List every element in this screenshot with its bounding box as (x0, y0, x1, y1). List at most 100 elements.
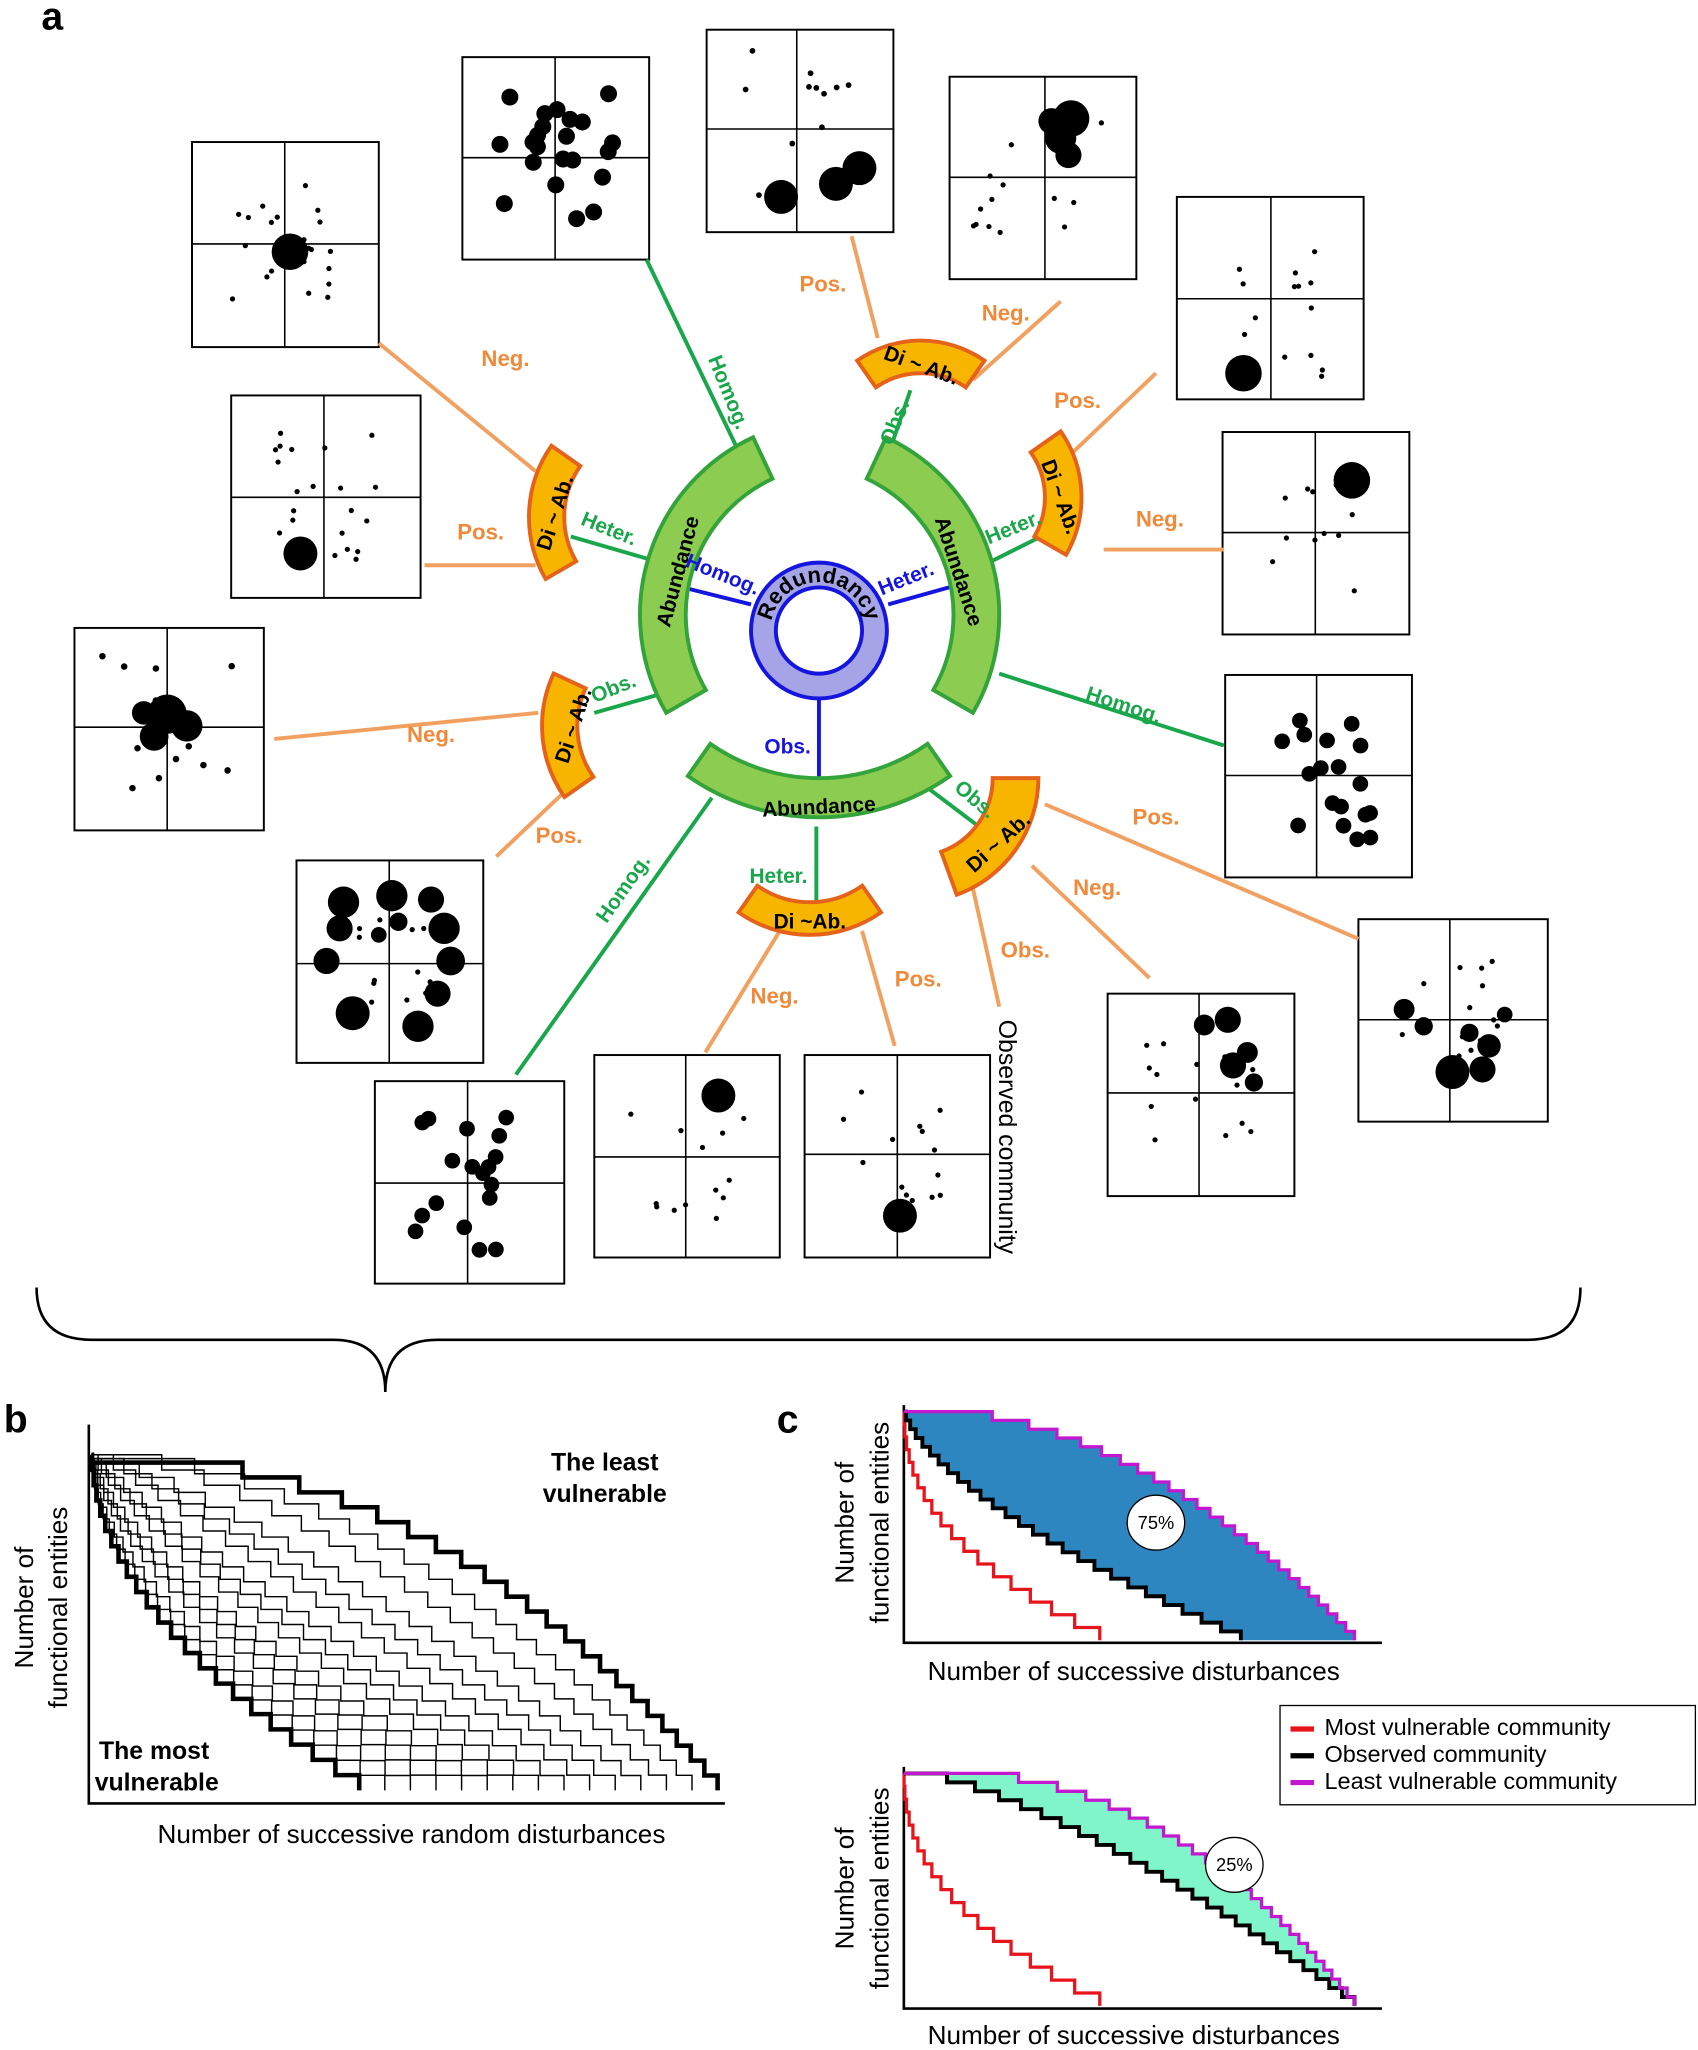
dot (594, 168, 612, 186)
dot (200, 761, 207, 769)
dot (283, 536, 318, 571)
label: Obs. (764, 736, 810, 759)
dot (1421, 980, 1427, 987)
branch-line (703, 929, 782, 1054)
dot (807, 70, 814, 77)
dot (726, 1177, 732, 1183)
dot (155, 774, 163, 782)
di-ab-node (854, 338, 988, 391)
dot (308, 246, 315, 253)
label: c (777, 1398, 799, 1441)
dot (224, 767, 231, 774)
axis (87, 1424, 725, 1805)
dot (268, 219, 275, 226)
dot (1489, 958, 1495, 964)
dot (1362, 829, 1379, 846)
dot (1393, 998, 1415, 1020)
dot (889, 1136, 896, 1143)
disturbance-curve (91, 1457, 540, 1791)
dot (986, 223, 992, 230)
disturbance-curve (91, 1454, 668, 1791)
dot (264, 274, 270, 280)
dot (1467, 1004, 1473, 1011)
dot (1282, 495, 1288, 501)
label: functional entities (865, 1422, 895, 1624)
dot (344, 546, 350, 552)
dot (1312, 760, 1329, 776)
dot (1292, 712, 1308, 729)
dot (1333, 462, 1371, 499)
scatter-box (1357, 918, 1549, 1123)
dot (1308, 280, 1314, 286)
branch-line (1030, 864, 1151, 980)
dot (819, 124, 825, 131)
dot (1351, 588, 1357, 594)
branch-line (377, 341, 537, 473)
dot (1330, 759, 1347, 775)
dot (701, 1078, 736, 1113)
dot (1295, 283, 1302, 289)
scatter-box (461, 56, 651, 261)
dot (1494, 1023, 1500, 1029)
dot (491, 135, 509, 153)
di-ab-node (540, 670, 597, 800)
dot (1194, 1061, 1200, 1067)
dot (929, 1194, 935, 1200)
label: Homog. (682, 550, 763, 600)
dot (1154, 1071, 1160, 1078)
dot (882, 1198, 917, 1233)
dot (671, 1207, 677, 1213)
dot (1193, 1014, 1215, 1036)
scatter-box (230, 394, 422, 599)
dot (275, 459, 281, 465)
scatter-box (948, 75, 1138, 281)
dot (339, 530, 345, 536)
dot (713, 1187, 719, 1193)
dot (1274, 733, 1291, 750)
dot (415, 969, 421, 975)
dot (274, 214, 280, 220)
label: vulnerable (543, 1481, 667, 1508)
dot (276, 530, 283, 536)
dot (171, 710, 203, 742)
dot (1479, 965, 1485, 971)
dot (1234, 1082, 1240, 1088)
label: Neg. (751, 983, 799, 1008)
dot (833, 84, 840, 91)
dot (1000, 182, 1006, 188)
label: a (41, 0, 64, 39)
dot (236, 211, 242, 217)
dot (1148, 1103, 1154, 1110)
dot (409, 926, 415, 933)
branch-line (687, 586, 752, 607)
dot (1349, 831, 1366, 848)
branch-line (849, 235, 880, 339)
dot (369, 999, 375, 1005)
dot (1239, 1120, 1245, 1126)
dot (326, 281, 332, 287)
dot (699, 1144, 706, 1151)
dot (1241, 331, 1248, 338)
label: Obs. (876, 397, 915, 449)
label: Number of (9, 1546, 39, 1669)
dot (840, 1116, 847, 1122)
dot (152, 665, 160, 672)
disturbance-curve (91, 1461, 565, 1791)
dot (1038, 108, 1065, 135)
dot (1252, 315, 1258, 321)
dot (1310, 489, 1316, 495)
dot (1296, 726, 1313, 743)
dot (1192, 1096, 1199, 1102)
label: The most (99, 1738, 209, 1765)
label: Heter. (578, 508, 640, 551)
dot (524, 153, 542, 171)
dot (1008, 142, 1014, 148)
dot (720, 1195, 726, 1201)
disturbance-curve (91, 1457, 386, 1791)
dot (764, 179, 799, 214)
dot (682, 1202, 689, 1208)
dot (564, 151, 582, 169)
label: Pos. (895, 966, 942, 991)
label: Pos. (1054, 388, 1101, 413)
disturbance-curve (91, 1461, 642, 1791)
